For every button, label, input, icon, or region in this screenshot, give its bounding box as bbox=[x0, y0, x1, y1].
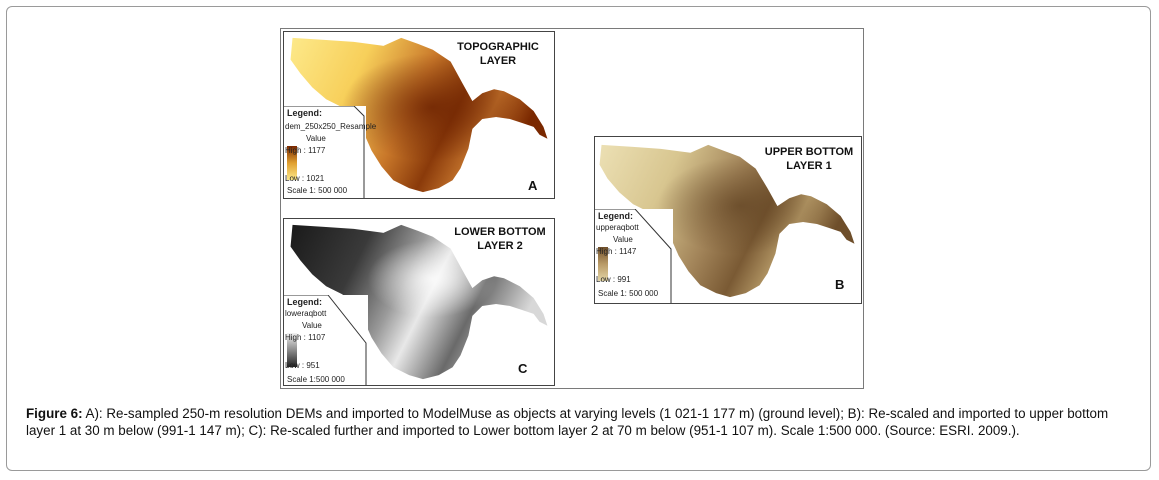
legend-heading-c: Legend: bbox=[287, 297, 322, 307]
legend-low-a: Low : 1021 bbox=[285, 174, 325, 183]
caption-label: Figure 6: bbox=[26, 406, 83, 421]
layer-title-b-line2: LAYER 1 bbox=[786, 160, 832, 172]
legend-value-label-a: Value bbox=[306, 134, 326, 143]
layer-title-a-line1: TOPOGRAPHIC bbox=[457, 41, 539, 53]
figure-caption: Figure 6: A): Re-sampled 250-m resolutio… bbox=[26, 405, 1136, 439]
legend-high-a: High : 1177 bbox=[285, 146, 326, 155]
panel-b-upper-bottom: UPPER BOTTOM LAYER 1 B Legend: upperaqbo… bbox=[594, 136, 862, 304]
legend-low-b: Low : 991 bbox=[596, 275, 631, 284]
legend-ramp-b bbox=[598, 247, 608, 281]
legend-scale-a: Scale 1: 500 000 bbox=[287, 186, 348, 195]
layer-title-a-line2: LAYER bbox=[479, 55, 517, 67]
figure-image: TOPOGRAPHIC LAYER A Legend: dem_250x250_… bbox=[280, 28, 864, 389]
caption-text: A): Re-sampled 250-m resolution DEMs and… bbox=[26, 406, 1109, 438]
legend-scale-b: Scale 1: 500 000 bbox=[598, 289, 659, 298]
legend-heading-a: Legend: bbox=[287, 108, 322, 118]
panel-c-lower-bottom: LOWER BOTTOM LAYER 2 C Legend: loweraqbo… bbox=[283, 218, 555, 386]
legend-scale-c: Scale 1:500 000 bbox=[287, 375, 345, 384]
layer-title-c-line2: LAYER 2 bbox=[477, 240, 523, 252]
legend-low-c: Low : 951 bbox=[285, 361, 320, 370]
legend-ramp-a bbox=[287, 146, 297, 180]
layer-title-b-line1: UPPER BOTTOM bbox=[764, 146, 854, 158]
legend-high-b: High : 1147 bbox=[596, 247, 637, 256]
legend-heading-b: Legend: bbox=[598, 211, 633, 221]
legend-a: Legend: dem_250x250_Resample Value High … bbox=[284, 106, 376, 198]
topographic-map bbox=[290, 37, 548, 193]
legend-high-c: High : 1107 bbox=[285, 333, 326, 342]
legend-value-label-c: Value bbox=[302, 321, 322, 330]
legend-layer-name-a: dem_250x250_Resample bbox=[285, 122, 377, 131]
legend-c: Legend: loweraqbott Value High : 1107 Lo… bbox=[284, 295, 368, 385]
legend-ramp-c bbox=[287, 333, 297, 367]
legend-layer-name-b: upperaqbott bbox=[596, 223, 639, 232]
lower-bottom-map bbox=[290, 224, 548, 380]
upper-bottom-map bbox=[599, 144, 855, 298]
legend-layer-name-c: loweraqbott bbox=[285, 309, 327, 318]
legend-value-label-b: Value bbox=[613, 235, 633, 244]
layer-title-c-line1: LOWER BOTTOM bbox=[454, 226, 546, 238]
panel-a-topographic: TOPOGRAPHIC LAYER A Legend: dem_250x250_… bbox=[283, 31, 555, 199]
panel-letter-c: C bbox=[518, 361, 528, 376]
legend-b: Legend: upperaqbott Value High : 1147 Lo… bbox=[595, 209, 673, 303]
panel-letter-b: B bbox=[835, 277, 845, 292]
panel-letter-a: A bbox=[528, 178, 538, 193]
